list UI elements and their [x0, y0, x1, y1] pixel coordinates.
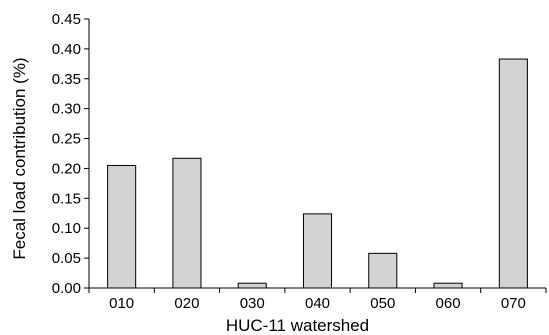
y-axis-title: Fecal load contribution (%) [10, 57, 29, 259]
bar-060 [433, 282, 463, 289]
y-tick-label: 0.15 [52, 190, 81, 207]
bars [107, 58, 528, 289]
x-tick-label: 030 [240, 295, 265, 312]
x-axis-ticks: 010 020 030 040 050 060 070 [88, 288, 547, 312]
y-tick-label: 0.45 [52, 11, 81, 28]
y-tick-label: 0.30 [52, 101, 81, 118]
bar-020 [172, 157, 202, 289]
x-tick-label: 010 [109, 295, 134, 312]
y-tick-label: 0.10 [52, 220, 81, 237]
y-tick-label: 0.05 [52, 250, 81, 267]
y-tick-label: 0.20 [52, 160, 81, 177]
y-axis-ticks: 0.00 0.05 0.10 0.15 0.20 0.25 0.30 0.35 0.40 0.45 [52, 11, 89, 297]
bar-050 [368, 252, 398, 289]
bar-010 [107, 164, 137, 289]
x-tick-label: 060 [436, 295, 461, 312]
bar-040 [302, 213, 333, 289]
y-tick-label: 0.40 [52, 41, 81, 58]
y-tick-label: 0.00 [52, 280, 81, 297]
y-tick-label: 0.25 [52, 131, 81, 148]
x-axis-title: HUC-11 watershed [226, 316, 369, 335]
x-tick-label: 020 [174, 295, 199, 312]
y-tick-label: 0.35 [52, 71, 81, 88]
x-tick-label: 050 [370, 295, 395, 312]
x-tick-label: 070 [501, 295, 526, 312]
bar-070 [498, 58, 528, 289]
bar-030 [237, 282, 267, 289]
x-tick-label: 040 [305, 295, 330, 312]
